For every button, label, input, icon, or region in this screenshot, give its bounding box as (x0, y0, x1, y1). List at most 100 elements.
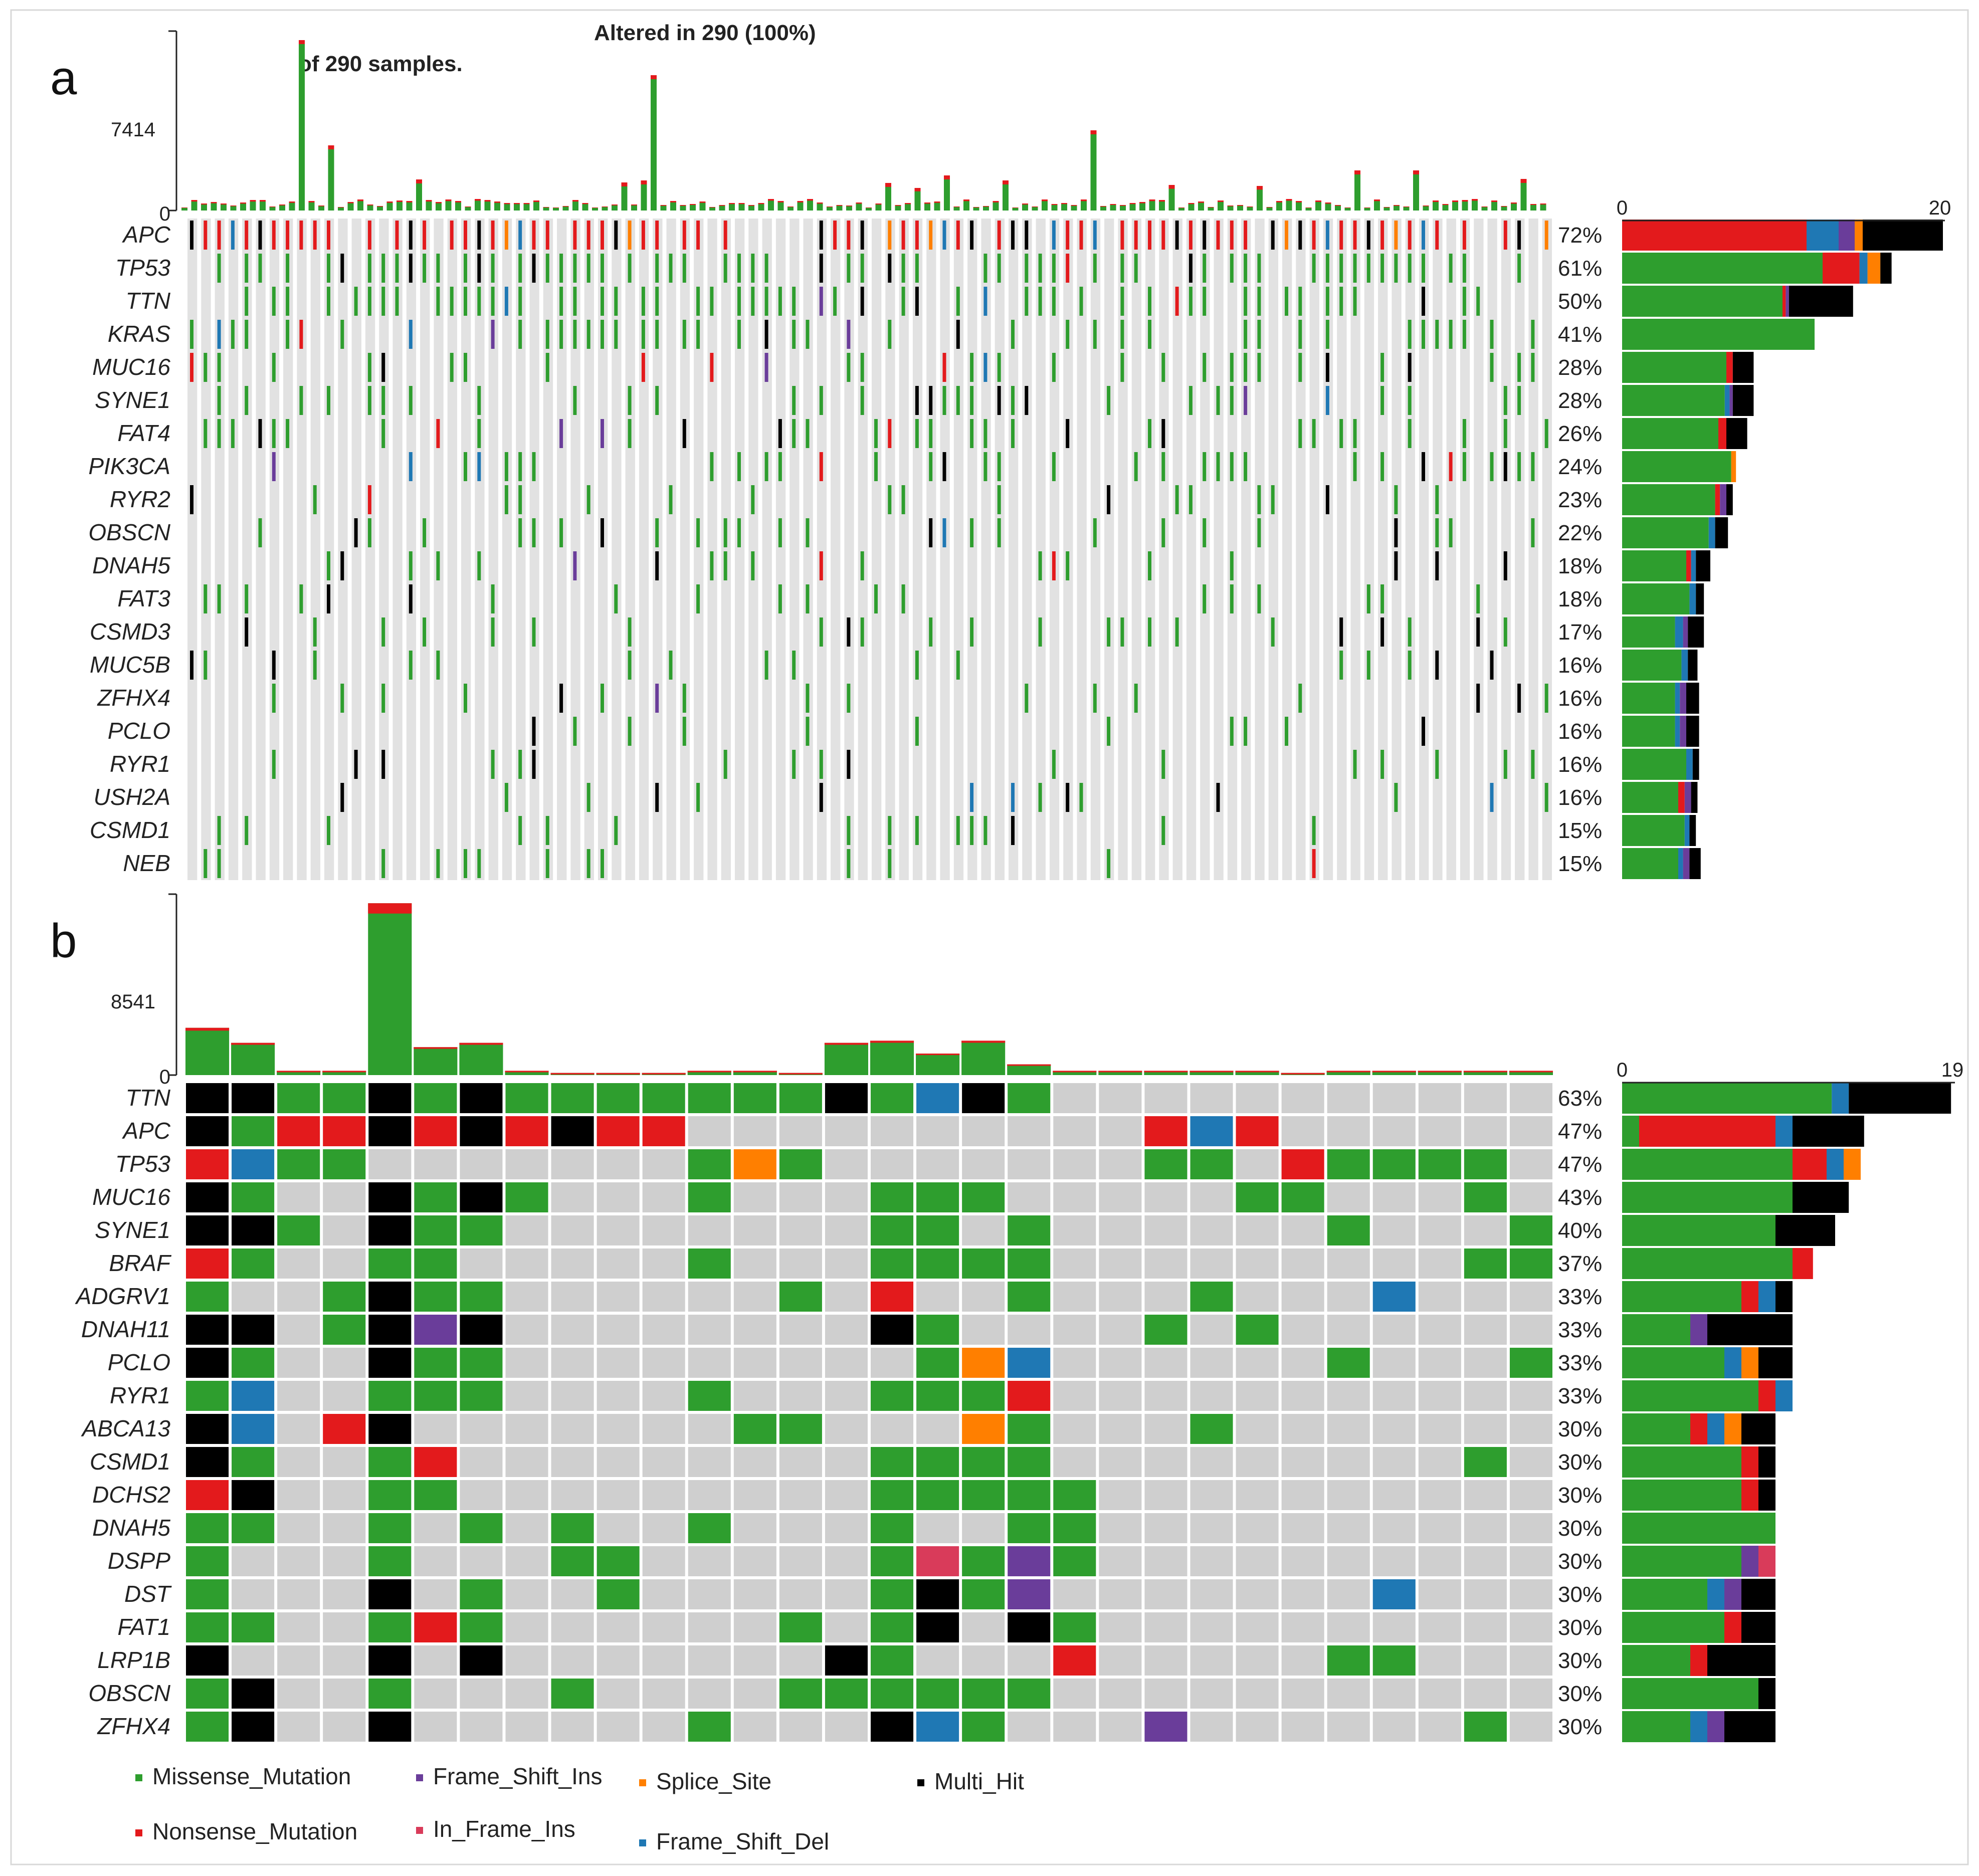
panel-a-tmb-bar-top (582, 203, 588, 204)
panel-b-genebar-multi-hit (1758, 1480, 1775, 1511)
panel-a-sample-column (1022, 219, 1032, 880)
panel-b-mutation-cell (368, 1679, 412, 1709)
panel-a-tmb-bar (1481, 206, 1488, 211)
panel-a-mutation-tick (1093, 254, 1097, 283)
panel-b-gene-label: PCLO (108, 1349, 170, 1375)
panel-a-tmb-bar (475, 199, 481, 211)
panel-a-mutation-tick (792, 419, 796, 448)
panel-b-mutation-cell (733, 1612, 776, 1642)
panel-a-mutation-tick (491, 617, 495, 647)
panel-a-genebar-frame-shift-del (1675, 716, 1680, 747)
panel-a-tmb-bar-top (905, 203, 911, 204)
panel-b-mutation-cell (1053, 1182, 1096, 1212)
panel-a-mutation-tick (1490, 452, 1494, 481)
panel-a-sample-column (1487, 219, 1497, 880)
panel-b-tmb-bar-top (1372, 1071, 1416, 1073)
panel-a-sample-column (351, 219, 361, 880)
panel-a-mutation-tick (682, 221, 686, 250)
panel-a-mutation-tick (436, 287, 440, 316)
panel-a-mutation-tick (1052, 287, 1056, 316)
panel-a-mutation-tick (1449, 452, 1453, 481)
panel-a-mutation-tick (764, 353, 768, 382)
panel-a-tmb-bar (846, 205, 852, 211)
panel-b-mutation-cell (368, 1414, 412, 1444)
panel-b-mutation-cell (1236, 1381, 1279, 1411)
panel-b-genebar-frame-shift-del (1690, 1711, 1707, 1742)
panel-b-mutation-cell (642, 1182, 685, 1212)
panel-b-gene-label: DNAH11 (81, 1316, 170, 1342)
panel-a-mutation-tick (723, 551, 727, 580)
panel-a-sample-column (1474, 219, 1484, 880)
panel-b-mutation-cell (733, 1414, 776, 1444)
panel-a-genebar-missense-mutation (1622, 716, 1675, 747)
panel-b-tmb-bar (1098, 1071, 1142, 1075)
panel-b-mutation-cell (1008, 1182, 1051, 1212)
panel-b-tmb-bar-top (870, 1040, 914, 1043)
panel-b-mutation-cell (1236, 1645, 1279, 1676)
panel-a-mutation-tick (367, 386, 371, 415)
panel-b-mutation-cell (1418, 1679, 1461, 1709)
panel-a-genebar-frame-shift-del (1724, 385, 1730, 416)
panel-a-mutation-tick (1503, 452, 1507, 481)
panel-b-mutation-cell (688, 1116, 731, 1146)
panel-a-mutation-tick (628, 221, 632, 250)
panel-a-sample-column (1378, 219, 1388, 880)
panel-b-mutation-cell (323, 1149, 366, 1179)
panel-a-sample-column (543, 219, 553, 880)
panel-a-tmb-bar (895, 205, 901, 211)
panel-b-mutation-cell (551, 1282, 594, 1312)
panel-a-tmb-bar-top (807, 199, 813, 201)
panel-b-mutation-cell (1236, 1248, 1279, 1279)
panel-a-mutation-tick (1517, 452, 1521, 481)
panel-b-mutation-cell (1464, 1215, 1507, 1245)
panel-b-mutation-cell (642, 1480, 685, 1510)
panel-a-tmb-bar (612, 204, 618, 211)
panel-b-mutation-cell (688, 1182, 731, 1212)
panel-a-mutation-tick (423, 221, 427, 250)
panel-a-mutation-tick (354, 518, 358, 547)
panel-a-mutation-tick (409, 221, 413, 250)
panel-a-mutation-tick (1230, 551, 1234, 580)
panel-a-mutation-tick (956, 320, 960, 349)
panel-a-gene-percent: 18% (1558, 587, 1602, 611)
panel-b-mutation-cell (460, 1579, 503, 1609)
panel-b-mutation-cell (460, 1282, 503, 1312)
panel-a-mutation-tick (956, 651, 960, 680)
panel-b-mutation-cell (1372, 1149, 1416, 1179)
panel-a-mutation-tick (915, 651, 919, 680)
panel-b-mutation-cell (871, 1480, 914, 1510)
panel-a-tmb-bar (797, 201, 804, 211)
panel-a-mutation-tick (1148, 551, 1151, 580)
panel-b-mutation-cell (277, 1282, 320, 1312)
panel-b-genebar-multi-hit (1793, 1182, 1849, 1213)
panel-a-mutation-tick (381, 419, 385, 448)
panel-b-gene-label: SYNE1 (95, 1217, 170, 1243)
panel-a-mutation-tick (710, 287, 714, 316)
panel-a-mutation-tick (423, 518, 427, 547)
panel-a-mutation-tick (245, 386, 249, 415)
panel-a-tmb-bar-top (1491, 200, 1497, 202)
panel-a-sample-column (1036, 219, 1046, 880)
panel-a-mutation-tick (929, 386, 933, 415)
panel-a-tmb-bar (582, 203, 588, 211)
panel-b-mutation-cell (1008, 1116, 1051, 1146)
panel-b-mutation-cell (505, 1348, 548, 1378)
panel-b-mutation-cell (1418, 1712, 1461, 1742)
panel-a-mutation-tick (1503, 617, 1507, 647)
panel-b-gene-percent: 40% (1558, 1218, 1602, 1243)
panel-a-sample-column (310, 219, 320, 880)
panel-a-mutation-tick (1271, 485, 1275, 514)
panel-b-mutation-cell (916, 1546, 959, 1576)
panel-a-tmb-bar (465, 206, 471, 211)
panel-b-mutation-cell (1372, 1480, 1416, 1510)
panel-a-mutation-tick (997, 254, 1001, 283)
panel-a-mutation-tick (1325, 221, 1329, 250)
panel-b-mutation-cell (460, 1480, 503, 1510)
panel-b-mutation-cell (1190, 1182, 1233, 1212)
panel-b-mutation-cell (414, 1282, 457, 1312)
panel-a-mutation-tick (1079, 287, 1083, 316)
panel-a-mutation-tick (477, 419, 481, 448)
panel-a-mutation-tick (586, 849, 590, 878)
legend-label: Nonsense_Mutation (152, 1818, 357, 1844)
panel-a-mutation-tick (354, 287, 358, 316)
